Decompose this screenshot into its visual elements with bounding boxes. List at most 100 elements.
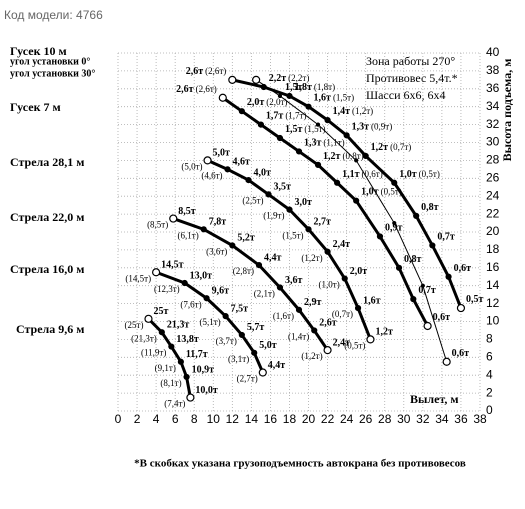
load-point: [238, 331, 245, 339]
x-tick-label: 6: [172, 412, 179, 426]
load-point: [311, 327, 318, 334]
load-value: 0,6т: [452, 348, 470, 359]
boom-curve: [231, 78, 463, 309]
y-tick-label: 4: [486, 367, 493, 381]
load-value-alt: (0,6т): [362, 169, 383, 179]
load-value-alt: (1,1т): [323, 138, 344, 148]
load-point: [203, 156, 212, 165]
load-label: 4,4т: [264, 252, 282, 263]
load-point: [366, 335, 375, 344]
model-code: Код модели: 4766: [4, 8, 103, 22]
load-label-alt: (14,5т): [125, 273, 151, 283]
load-label: 13,0т: [190, 270, 213, 281]
load-value: 1,2т: [371, 142, 389, 153]
load-value-alt: (0,9т): [371, 121, 392, 131]
load-label: 1,3т (0,9т): [352, 121, 393, 132]
series-name: Стрела 16,0 м: [10, 262, 84, 276]
load-label-alt: (5,1т): [199, 317, 220, 327]
load-value-alt: (1,5т): [333, 93, 354, 103]
load-point: [429, 242, 436, 249]
load-label: 2,4т: [333, 239, 351, 250]
load-label-alt: (0,7т): [332, 309, 353, 319]
load-label-alt: (7,6т): [180, 299, 201, 309]
load-label-alt: (2,8т): [233, 266, 254, 276]
load-label: 1,1т (0,6т): [342, 169, 383, 180]
y-tick-label: 6: [486, 349, 493, 363]
load-point: [218, 93, 227, 102]
load-point: [413, 212, 420, 219]
load-value-alt: (2,6т): [196, 84, 217, 94]
load-label-alt: (5,0т): [181, 161, 202, 171]
load-point: [286, 206, 293, 213]
series-name: Гусек 7 м: [10, 100, 61, 114]
load-point: [354, 158, 359, 163]
load-value: 0,8т: [421, 202, 439, 213]
load-label-alt: (1,6т): [273, 311, 294, 321]
load-value-alt: (1,8т): [314, 82, 335, 92]
y-tick-label: 30: [486, 135, 500, 149]
load-label: 21,3т: [167, 320, 190, 331]
load-label-alt: (1,2т): [301, 253, 322, 263]
y-tick-label: 12: [486, 296, 500, 310]
load-label: 1,6т (1,5т): [314, 93, 355, 104]
load-label: 1,6т: [363, 295, 381, 306]
load-label-alt: (3,1т): [228, 354, 249, 364]
y-tick-label: 40: [486, 45, 500, 59]
load-point: [286, 92, 293, 100]
boom-curve: [221, 96, 429, 327]
load-point: [203, 295, 210, 302]
load-point: [343, 132, 350, 139]
info-line: Шасси 6х6, 6х4: [366, 88, 446, 102]
load-value: 1,5т: [285, 82, 303, 93]
load-label: 9,6т: [212, 286, 230, 297]
load-label-alt: (1,5т): [282, 230, 303, 240]
load-point: [258, 368, 267, 377]
load-label-alt: (12,3т): [154, 284, 180, 294]
boom-curve: [147, 317, 192, 398]
load-label: 2,0т: [350, 266, 368, 277]
load-label-alt: (11,9т): [141, 348, 166, 358]
load-label-alt: (1,9т): [263, 211, 284, 221]
load-point: [305, 226, 312, 233]
x-tick-label: 8: [191, 412, 198, 426]
load-point: [158, 329, 165, 336]
load-value-alt: (1,7т): [285, 111, 306, 121]
load-point: [257, 121, 264, 128]
load-value: 1,0т: [399, 169, 417, 180]
load-label: 7,5т: [231, 303, 249, 314]
y-tick-label: 28: [486, 153, 500, 167]
load-label: 0,7т: [418, 285, 436, 296]
load-label: 2,0т (2,0т): [247, 97, 288, 108]
y-tick-label: 2: [486, 385, 493, 399]
load-value: 0,6т: [433, 312, 451, 323]
load-label: 3,5т: [274, 182, 292, 193]
load-value: 0,7т: [418, 285, 436, 296]
load-point: [314, 161, 322, 168]
load-label: 1,8т (1,8т): [294, 82, 335, 93]
load-point: [334, 179, 341, 186]
x-tick-label: 36: [454, 412, 468, 426]
load-point: [265, 191, 272, 198]
load-point: [362, 152, 369, 160]
load-label: 5,0т: [259, 340, 277, 351]
load-label: 2,6т: [319, 318, 337, 329]
load-point: [395, 264, 403, 271]
load-label-alt: (1,2т): [301, 351, 322, 361]
load-label: 2,6т (2,6т): [176, 84, 217, 95]
load-label: 0,8т: [421, 202, 439, 213]
load-label: 1,2т (0,8т): [323, 151, 364, 162]
load-label-alt: (3,6т): [206, 246, 227, 256]
y-tick-label: 14: [486, 278, 500, 292]
load-label: 14,5т: [161, 260, 184, 271]
load-value: 1,8т: [294, 82, 312, 93]
load-label-alt: (1,0т): [319, 280, 340, 290]
load-point: [169, 214, 178, 223]
load-label: 4,6т: [233, 157, 251, 168]
x-tick-label: 10: [207, 412, 221, 426]
load-point: [245, 176, 252, 184]
load-label: 1,3т (1,1т): [304, 138, 345, 149]
load-value-alt: (2,2т): [288, 73, 309, 83]
x-tick-label: 32: [416, 412, 430, 426]
angle-label: угол установки 30°: [10, 68, 95, 79]
info-line: Зона работы 270°: [366, 54, 455, 68]
